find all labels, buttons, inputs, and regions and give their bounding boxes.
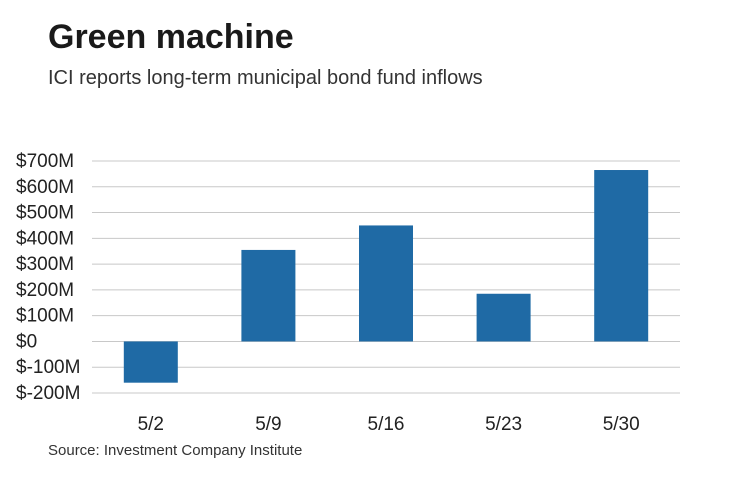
y-tick-label: $700M bbox=[16, 151, 74, 172]
y-tick-label: $100M bbox=[16, 306, 74, 327]
y-axis-tick-labels: $700M $600M $500M $400M $300M $200M $100M $0 $-1… bbox=[16, 151, 80, 404]
bar-5-16 bbox=[359, 225, 413, 342]
y-tick-label: $600M bbox=[16, 177, 74, 198]
y-tick-label: $300M bbox=[16, 254, 74, 275]
y-tick-label: $200M bbox=[16, 280, 74, 301]
y-tick-label: $-200M bbox=[16, 383, 80, 404]
bar-5-9 bbox=[241, 249, 296, 342]
y-tick-label: $400M bbox=[16, 228, 74, 249]
y-tick-label: $500M bbox=[16, 203, 74, 224]
x-category-label: 5/16 bbox=[368, 414, 405, 435]
chart-subtitle: ICI reports long-term municipal bond fun… bbox=[48, 67, 483, 89]
x-category-label: 5/30 bbox=[603, 414, 640, 435]
x-axis-category-labels: 5/2 5/9 5/16 5/23 5/30 bbox=[138, 414, 640, 435]
chart-title: Green machine bbox=[48, 18, 294, 56]
x-category-label: 5/2 bbox=[138, 414, 164, 435]
bar-5-23 bbox=[476, 293, 531, 342]
bars bbox=[123, 170, 649, 383]
x-category-label: 5/9 bbox=[255, 414, 281, 435]
x-category-label: 5/23 bbox=[485, 414, 522, 435]
source-note: Source: Investment Company Institute bbox=[48, 442, 303, 459]
bar-5-30 bbox=[594, 170, 649, 342]
y-tick-label: $0 bbox=[16, 331, 37, 352]
bar-5-2 bbox=[123, 341, 178, 383]
y-tick-label: $-100M bbox=[16, 357, 80, 378]
